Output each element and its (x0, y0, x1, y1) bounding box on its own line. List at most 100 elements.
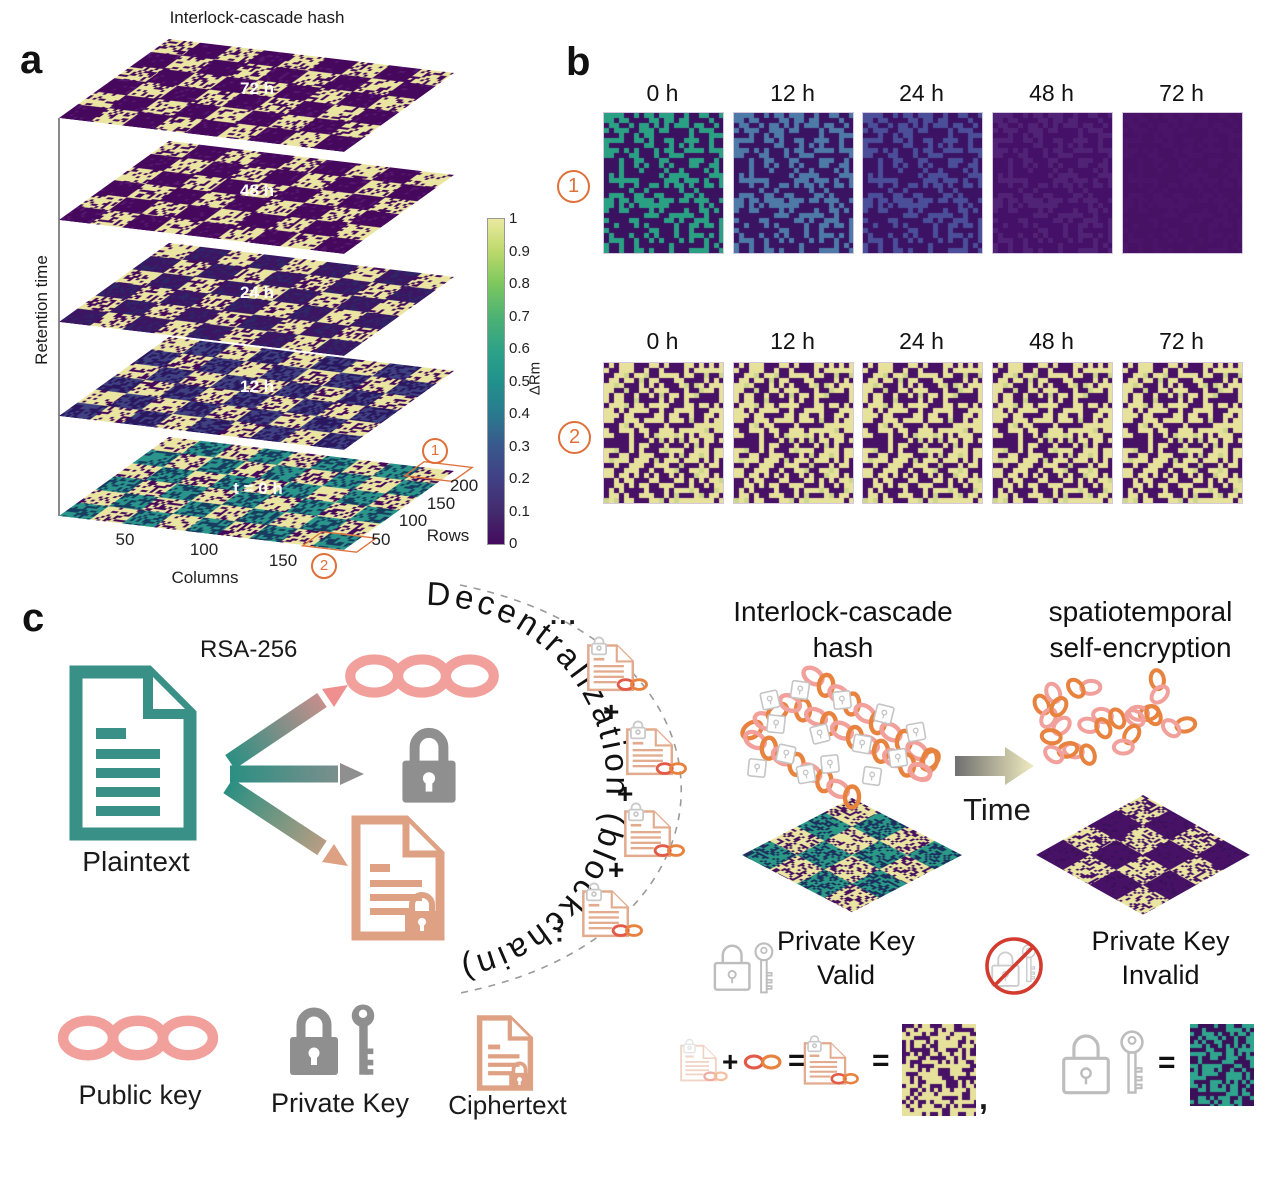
invalid-label-line1: Private Key (1091, 926, 1230, 956)
b-row1-marker: 1 (557, 170, 590, 203)
panel-c-label: c (22, 596, 45, 640)
legend-ciphertext-label: Ciphertext (448, 1090, 567, 1120)
columns-tick-150: 150 (268, 551, 298, 570)
arrow-to-public-key (225, 692, 327, 770)
block-doc-chain-icon-4 (581, 882, 643, 938)
block-plus-1: + (603, 696, 620, 727)
legend-ciphertext-icon (476, 1015, 534, 1091)
b-row2-marker: 2 (558, 421, 591, 454)
plane-label-0h: t = 0 h (233, 479, 283, 498)
rsa-label: RSA-256 (200, 636, 298, 663)
eq-equals-1: = (788, 1044, 806, 1077)
b-tile-r1-0h (603, 112, 724, 254)
rows-tick-200: 200 (449, 476, 479, 495)
colorbar-tick-4: 0.6 (509, 340, 530, 357)
eq-equals-3: = (1158, 1046, 1176, 1079)
plaintext-label: Plaintext (82, 846, 190, 877)
eq-plus: + (722, 1046, 739, 1077)
st-title-line2: self-encryption (1049, 632, 1232, 663)
legend-public-key-label: Public key (78, 1080, 202, 1110)
retention-axis-line (58, 118, 60, 516)
rows-tick-150: 150 (426, 494, 456, 513)
b-row2-time-1: 12 h (770, 328, 815, 354)
panel-a-label: a (20, 38, 43, 82)
legend-public-key-chain-icon (57, 1015, 219, 1061)
private-key-lock-icon (402, 727, 456, 803)
valid-key-icon (713, 942, 774, 994)
eq-chain-pair-icon (743, 1054, 782, 1070)
colorbar-tick-1: 0.9 (509, 243, 530, 260)
invalid-key-prohibited-icon (985, 937, 1043, 995)
eq-equals-2: = (872, 1044, 890, 1077)
block-doc-chain-icon-2 (625, 720, 687, 776)
b-tile-r2-0h (603, 362, 724, 504)
colorbar (487, 218, 505, 545)
b-tile-r1-12h (733, 112, 854, 254)
retention-axis-label: Retention time (32, 255, 51, 365)
st-title-line1: spatiotemporal (1048, 596, 1233, 627)
b-row2-time-2: 24 h (899, 328, 944, 354)
b-row1-time-3: 48 h (1029, 80, 1074, 106)
b-tile-r1-24h (862, 112, 983, 254)
hash-lock-squares (747, 679, 927, 787)
rows-tick-50: 50 (371, 530, 391, 549)
valid-label-line2: Valid (816, 960, 876, 990)
eq-comma: , (979, 1080, 988, 1116)
panel-b-label: b (566, 40, 591, 84)
block-doc-chain-icon-1 (586, 636, 648, 692)
b-row2-time-3: 48 h (1029, 328, 1074, 354)
time-arrow (955, 747, 1034, 785)
b-row1-time-2: 24 h (899, 80, 944, 106)
plane-label-48h: 48 h (239, 181, 275, 200)
ellipsis-bottom: ... (551, 917, 582, 946)
colorbar-tick-3: 0.7 (509, 308, 530, 325)
blockchain-dashed-arc (459, 584, 683, 994)
b-row2-time-0: 0 h (646, 328, 679, 354)
columns-tick-50: 50 (115, 530, 135, 549)
plane-label-24h: 24 h (239, 283, 275, 302)
legend-private-key-key-icon (351, 1004, 375, 1075)
block-plus-3: + (608, 854, 625, 885)
invalid-label-line2: Invalid (1121, 960, 1200, 990)
b-row1-time-0: 0 h (646, 80, 679, 106)
eq-doc-chain-icon (803, 1034, 859, 1085)
plane-label-72h: 72 h (239, 79, 275, 98)
hash-title-line2: hash (812, 632, 874, 663)
valid-label-line1: Private Key (776, 926, 916, 956)
colorbar-tick-0: 1 (509, 210, 518, 227)
b-tile-r2-12h (733, 362, 854, 504)
rows-tick-100: 100 (398, 511, 428, 530)
legend-private-key-lock-icon (290, 1007, 338, 1075)
plane-label-12h: 12 h (239, 377, 275, 396)
encryption-arrows (223, 685, 364, 866)
rows-axis-label: Rows (426, 526, 470, 545)
colorbar-tick-10: 0 (509, 535, 518, 552)
colorbar-tick-7: 0.3 (509, 438, 530, 455)
columns-tick-100: 100 (189, 540, 219, 559)
eq-lock-outline-icon (1062, 1034, 1110, 1095)
b-row2-time-4: 72 h (1159, 328, 1204, 354)
colorbar-tick-6: 0.4 (509, 405, 530, 422)
colorbar-tick-9: 0.1 (509, 503, 530, 520)
b-tile-r1-72h (1122, 112, 1243, 254)
block-doc-chain-icon-3 (623, 802, 685, 858)
region-marker-1: 1 (422, 438, 448, 464)
columns-axis-label: Columns (171, 568, 239, 587)
hash-title-line1: Interlock-cascade (733, 596, 953, 627)
colorbar-tick-5: 0.5 (509, 373, 530, 390)
b-tile-r1-48h (992, 112, 1113, 254)
ellipsis-top: ... (550, 600, 578, 630)
region-marker-2: 2 (311, 553, 337, 579)
block-plus-2: + (617, 778, 634, 809)
eq-key-outline-icon (1120, 1030, 1144, 1094)
b-tile-r2-72h (1122, 362, 1243, 504)
public-key-chain-icon (345, 654, 499, 698)
eq-key-heatmap (1190, 1024, 1254, 1106)
time-label: Time (963, 792, 1031, 827)
colorbar-tick-2: 0.8 (509, 275, 530, 292)
broken-chains-scatter (1032, 668, 1198, 766)
ciphertext-document-icon (351, 815, 445, 941)
eq-hash-heatmap (902, 1024, 976, 1116)
b-row1-time-1: 12 h (770, 80, 815, 106)
b-row1-time-4: 72 h (1159, 80, 1204, 106)
